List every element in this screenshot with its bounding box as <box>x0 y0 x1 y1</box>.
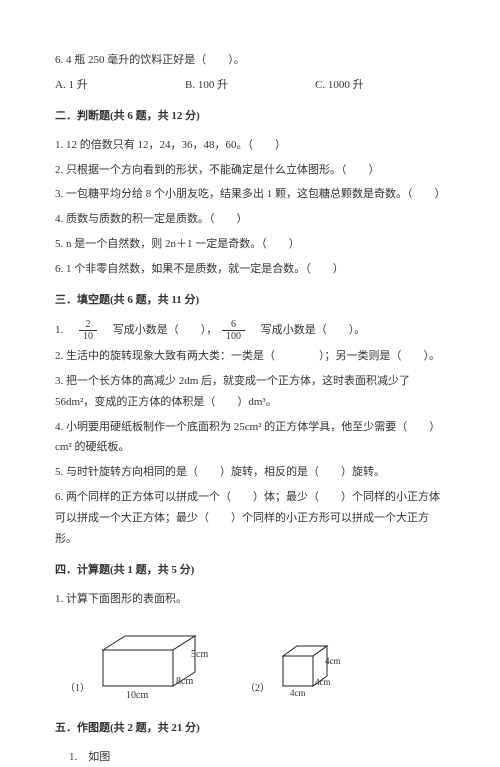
option-c: C. 1000 升 <box>315 75 445 96</box>
fraction-1: 2 10 <box>79 319 97 342</box>
question-6-text: 6. 4 瓶 250 毫升的饮料正好是（ ）。 <box>55 54 245 66</box>
question-6-options: A. 1 升 B. 100 升 C. 1000 升 <box>55 75 445 96</box>
fraction-2: 6 100 <box>222 319 245 342</box>
s5-q1: 1. 如图 <box>55 747 445 767</box>
svg-text:10cm: 10cm <box>126 690 148 698</box>
option-b: B. 100 升 <box>185 75 315 96</box>
s3-q2: 2. 生活中的旋转现象大致有两大类：一类是（ ）；另一类则是（ ）。 <box>55 346 445 367</box>
svg-text:4cm: 4cm <box>325 656 341 666</box>
s3-q6: 6. 两个同样的正方体可以拼成一个（ ）体；最少（ ）个同样的小正方体可以拼成一… <box>55 487 445 550</box>
section-4-title: 四．计算题(共 1 题，共 5 分) <box>55 560 445 581</box>
s3-q3: 3. 把一个长方体的高减少 2dm 后，就变成一个正方体，这时表面积减少了56d… <box>55 371 445 413</box>
fraction-2-num: 6 <box>222 319 245 331</box>
svg-text:4cm: 4cm <box>315 677 331 687</box>
svg-text:4cm: 4cm <box>290 688 306 698</box>
option-a: A. 1 升 <box>55 75 185 96</box>
svg-text:5cm: 5cm <box>191 649 208 660</box>
s3-q1-mid1: 写成小数是（ ）， <box>102 324 218 336</box>
fraction-2-den: 100 <box>222 331 245 342</box>
fraction-1-num: 2 <box>79 319 97 331</box>
s3-q4: 4. 小明要用硬纸板制作一个底面积为 25cm² 的正方体学具，他至少需要（ ）… <box>55 417 445 459</box>
s2-q4: 4. 质数与质数的积一定是质数。（ ） <box>55 209 445 230</box>
section-5-title: 五．作图题(共 2 题，共 21 分) <box>55 718 445 739</box>
cuboid-figure: 5cm 8cm 10cm <box>95 628 215 698</box>
s3-q1-prefix: 1. <box>55 324 74 336</box>
s3-q1: 1. 2 10 写成小数是（ ）， 6 100 写成小数是（ ）。 <box>55 319 445 342</box>
fraction-1-den: 10 <box>79 331 97 342</box>
figure-1-label: （1） <box>65 679 90 698</box>
figure-2-label: （2） <box>245 679 270 698</box>
s2-q3: 3. 一包糖平均分给 8 个小朋友吃，结果多出 1 颗，这包糖总颗数是奇数。（ … <box>55 184 445 205</box>
cube-figure: 4cm 4cm 4cm <box>275 638 345 698</box>
s4-q1: 1. 计算下面图形的表面积。 <box>55 589 445 610</box>
s2-q6: 6. 1 个非零自然数，如果不是质数，就一定是合数。（ ） <box>55 259 445 280</box>
question-6: 6. 4 瓶 250 毫升的饮料正好是（ ）。 <box>55 50 445 71</box>
s3-q1-mid2: 写成小数是（ ）。 <box>250 324 366 336</box>
section-2-title: 二．判断题(共 6 题，共 12 分) <box>55 106 445 127</box>
section-3-title: 三．填空题(共 6 题，共 11 分) <box>55 290 445 311</box>
s3-q5: 5. 与时针旋转方向相同的是（ ）旋转，相反的是（ ）旋转。 <box>55 462 445 483</box>
figures-row: （1） 5cm 8cm 10cm （2） 4cm 4cm 4cm <box>65 628 445 698</box>
figure-2-wrap: （2） 4cm 4cm 4cm <box>245 638 345 698</box>
s2-q2: 2. 只根据一个方向看到的形状，不能确定是什么立体图形。（ ） <box>55 160 445 181</box>
s2-q5: 5. n 是一个自然数，则 2n＋1 一定是奇数。（ ） <box>55 234 445 255</box>
s2-q1: 1. 12 的倍数只有 12，24，36，48，60。（ ） <box>55 135 445 156</box>
svg-text:8cm: 8cm <box>176 676 193 687</box>
figure-1-wrap: （1） 5cm 8cm 10cm <box>65 628 215 698</box>
